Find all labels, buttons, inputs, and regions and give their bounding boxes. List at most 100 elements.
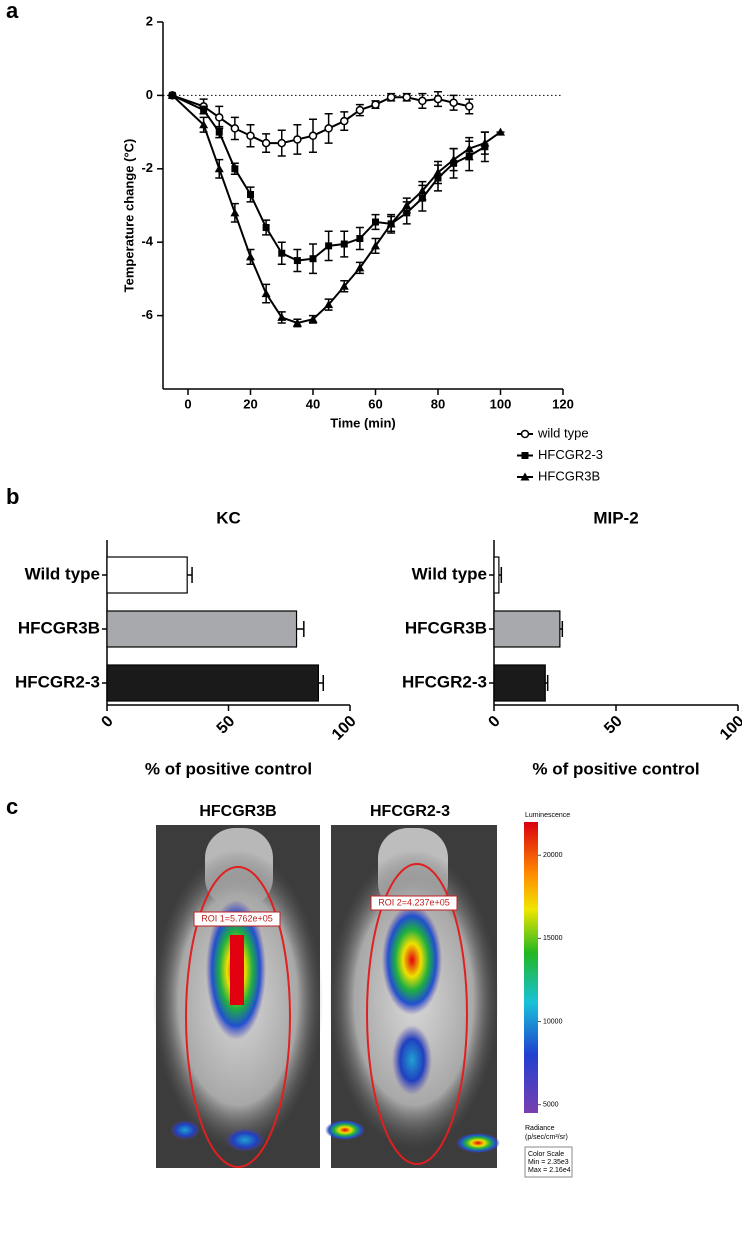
marker [449,155,459,164]
roi-label: ROI 1=5.762e+05 [201,913,273,923]
panel-label: a [6,0,19,23]
marker [371,241,380,250]
marker [215,113,224,122]
marker [292,318,302,327]
error-bar [318,675,325,691]
marker [324,124,333,133]
marker [246,252,255,261]
marker [520,429,530,439]
image-panel: ROI 1=5.762e+05 ROI 2=4.237e+05 HFCGR3B … [153,803,573,1178]
marker [230,208,240,217]
x-tick-label: 100 [490,396,512,411]
marker [261,138,271,148]
x-axis-label: % of positive control [145,759,312,778]
marker [261,289,271,298]
roi-box [370,895,458,911]
marker [521,452,529,459]
marker [433,94,443,104]
marker [386,219,396,228]
marker [520,472,530,481]
x-axis-label: Time (min) [330,415,396,430]
image-title: HFCGR3B [199,803,276,820]
signal [392,1025,432,1095]
roi-box [193,911,281,927]
marker [324,300,334,309]
x-tick-label: 120 [552,396,574,411]
x-tick-label: 50 [214,713,239,738]
bar [106,610,298,648]
marker [214,164,224,173]
signal [325,1120,365,1140]
marker [200,106,208,114]
marker [308,131,318,141]
error-bar [187,567,193,583]
panel-label: c [6,794,18,819]
marker [309,255,317,263]
colorbar-tick-label: 5000 [543,1102,559,1109]
chart-title: MIP-2 [593,508,638,527]
y-tick-label: -4 [141,234,153,249]
colorbar-tick-label: 10000 [543,1018,563,1025]
marker [247,190,254,198]
marker [356,235,364,243]
signal [456,1133,500,1153]
scale-text: Min = 2.35e3 [528,1159,569,1166]
x-tick-label: 100 [717,713,742,744]
marker [449,98,458,107]
x-tick-label: 50 [601,713,626,738]
category-label: Wild type [412,564,487,583]
y-tick-label: -6 [141,307,153,322]
signal [170,1120,200,1140]
bar [493,556,500,594]
legend-label: HFCGR2-3 [538,447,603,462]
marker [230,124,240,133]
x-axis-label: % of positive control [532,759,699,778]
roi [185,866,291,1168]
marker [231,165,239,173]
marker [246,131,255,141]
bar [493,664,546,702]
x-tick-label: 0 [485,713,503,731]
marker [464,144,474,153]
chart-title: KC [216,508,241,527]
bar [493,610,561,648]
signal [382,905,442,1015]
category-label: Wild type [25,564,100,583]
x-tick-label: 60 [368,396,382,411]
colorbar-unit-label: Radiance [525,1125,555,1132]
marker [199,120,209,129]
roi-label: ROI 2=4.237e+05 [378,897,450,907]
legend-label: wild type [537,425,589,440]
marker [355,263,365,272]
scale-box [524,1146,573,1178]
panel-label: b [6,484,19,509]
x-tick-label: 40 [306,396,320,411]
marker [480,138,490,147]
marker [417,186,427,195]
marker [402,201,412,209]
marker [465,102,474,111]
marker [325,242,333,250]
image-title: HFCGR2-3 [370,803,450,820]
marker [402,92,411,102]
marker [433,167,443,176]
marker [340,240,348,248]
colorbar-tick-label: 15000 [543,935,563,942]
marker [278,249,286,257]
x-tick-label: 20 [243,396,257,411]
y-axis-label: Temperature change (°C) [121,139,136,293]
x-tick-label: 0 [98,713,116,731]
marker [277,312,287,321]
category-label: HFCGR2-3 [402,672,487,691]
colorbar-tick-label: 20000 [543,852,563,859]
bar [106,556,188,594]
x-tick-label: 0 [184,396,191,411]
scale-text: Color Scale [528,1151,564,1158]
x-tick-label: 80 [431,396,445,411]
marker [386,92,396,102]
colorbar-title: Luminescence [525,812,570,819]
signal [225,1128,265,1152]
marker [371,100,380,109]
colorbar [524,822,538,1113]
